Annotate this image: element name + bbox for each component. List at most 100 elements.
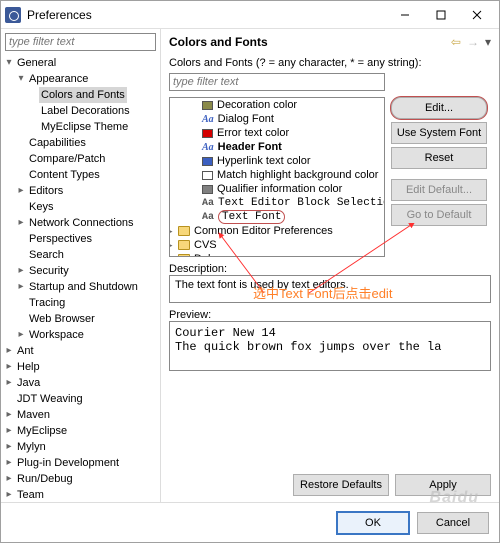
list-item[interactable]: ▸CVS: [170, 238, 384, 252]
sidebar-item-tracing[interactable]: Tracing: [3, 295, 160, 311]
sidebar-item-general[interactable]: ▾General: [3, 55, 160, 71]
sidebar-item-help[interactable]: ▸Help: [3, 359, 160, 375]
sidebar-item-myeclipse-theme[interactable]: MyEclipse Theme: [3, 119, 160, 135]
sidebar-item-content-types[interactable]: Content Types: [3, 167, 160, 183]
list-item[interactable]: Aa Text Font: [170, 210, 384, 224]
content-pane: Colors and Fonts ⇦ → ▾ Colors and Fonts …: [161, 29, 499, 502]
sidebar-item-label-decorations[interactable]: Label Decorations: [3, 103, 160, 119]
sidebar-item-colors-and-fonts[interactable]: Colors and Fonts: [3, 87, 160, 103]
list-item-label: Common Editor Preferences: [194, 225, 333, 237]
maximize-button[interactable]: [423, 1, 459, 29]
reset-button[interactable]: Reset: [391, 147, 487, 169]
list-item[interactable]: AaHeader Font: [170, 140, 384, 154]
sidebar-item-web-browser[interactable]: Web Browser: [3, 311, 160, 327]
expand-icon: ▾: [3, 55, 15, 71]
list-item[interactable]: Hyperlink text color: [170, 154, 384, 168]
sidebar-tree[interactable]: ▾General▾AppearanceColors and FontsLabel…: [1, 55, 160, 502]
apply-button[interactable]: Apply: [395, 474, 491, 496]
folder-icon: [178, 240, 190, 250]
list-item[interactable]: Aa Dialog Font: [170, 112, 384, 126]
sidebar-item-capabilities[interactable]: Capabilities: [3, 135, 160, 151]
sidebar-item-label: Help: [15, 359, 42, 375]
forward-icon[interactable]: →: [467, 35, 479, 49]
sidebar-item-editors[interactable]: ▸Editors: [3, 183, 160, 199]
ok-button[interactable]: OK: [337, 512, 409, 534]
expand-icon: ▸: [15, 263, 27, 279]
sidebar-item-ant[interactable]: ▸Ant: [3, 343, 160, 359]
minimize-button[interactable]: [387, 1, 423, 29]
font-icon: Aa: [202, 114, 214, 125]
description-box: The text font is used by text editors.: [169, 275, 491, 303]
expand-icon: ▸: [3, 471, 15, 487]
go-to-default-button: Go to Default: [391, 204, 487, 226]
expand-icon: ▸: [15, 327, 27, 343]
sidebar-item-label: Editors: [27, 183, 65, 199]
expand-icon: ▸: [15, 183, 27, 199]
sidebar-item-keys[interactable]: Keys: [3, 199, 160, 215]
content-filter-input[interactable]: [169, 73, 385, 91]
sidebar-item-startup-and-shutdown[interactable]: ▸Startup and Shutdown: [3, 279, 160, 295]
expand-icon: ▸: [3, 407, 15, 423]
sidebar-item-label: Label Decorations: [39, 103, 132, 119]
sidebar-item-network-connections[interactable]: ▸Network Connections: [3, 215, 160, 231]
expand-icon: ▸: [169, 226, 178, 237]
sidebar-filter-input[interactable]: [5, 33, 156, 51]
list-item[interactable]: Match highlight background color: [170, 168, 384, 182]
list-item[interactable]: Qualifier information color: [170, 182, 384, 196]
expand-icon: ▸: [3, 439, 15, 455]
sidebar-item-label: Java: [15, 375, 42, 391]
font-icon: Aa: [202, 212, 214, 223]
sidebar-item-label: Startup and Shutdown: [27, 279, 140, 295]
list-item-label: Debug: [194, 253, 226, 257]
restore-defaults-button[interactable]: Restore Defaults: [293, 474, 389, 496]
sidebar-item-label: Appearance: [27, 71, 90, 87]
sidebar-item-label: Search: [27, 247, 66, 263]
sidebar-item-label: MyEclipse: [15, 423, 69, 439]
sidebar-item-label: Mylyn: [15, 439, 48, 455]
close-button[interactable]: [459, 1, 495, 29]
sidebar-item-security[interactable]: ▸Security: [3, 263, 160, 279]
sidebar-item-label: Colors and Fonts: [39, 87, 127, 103]
sidebar: ▾General▾AppearanceColors and FontsLabel…: [1, 29, 161, 502]
list-item-label: Text Font: [218, 210, 285, 224]
sidebar-item-jdt-weaving[interactable]: JDT Weaving: [3, 391, 160, 407]
sidebar-item-label: Compare/Patch: [27, 151, 107, 167]
sidebar-item-compare-patch[interactable]: Compare/Patch: [3, 151, 160, 167]
folder-icon: [178, 226, 190, 236]
dropdown-icon[interactable]: ▾: [485, 35, 491, 49]
use-system-font-button[interactable]: Use System Font: [391, 122, 487, 144]
edit-button[interactable]: Edit...: [391, 97, 487, 119]
colors-fonts-list[interactable]: Decoration color Aa Dialog FontError text …: [169, 97, 385, 257]
expand-icon: ▸: [3, 455, 15, 471]
sidebar-item-perspectives[interactable]: Perspectives: [3, 231, 160, 247]
button-column: Edit... Use System Font Reset Edit Defau…: [391, 97, 487, 257]
list-item[interactable]: ▸ Common Editor Preferences: [170, 224, 384, 238]
sidebar-item-workspace[interactable]: ▸Workspace: [3, 327, 160, 343]
list-item[interactable]: AaText Editor Block Selection Font: [170, 196, 384, 210]
sidebar-item-label: Perspectives: [27, 231, 94, 247]
sidebar-item-maven[interactable]: ▸Maven: [3, 407, 160, 423]
font-icon: Aa: [202, 142, 214, 153]
sidebar-item-myeclipse[interactable]: ▸MyEclipse: [3, 423, 160, 439]
list-item[interactable]: Error text color: [170, 126, 384, 140]
expand-icon: ▸: [3, 487, 15, 502]
sidebar-item-run-debug[interactable]: ▸Run/Debug: [3, 471, 160, 487]
page-title: Colors and Fonts: [169, 35, 451, 49]
preview-box: Courier New 14 The quick brown fox jumps…: [169, 321, 491, 371]
sidebar-item-search[interactable]: Search: [3, 247, 160, 263]
sidebar-item-label: Keys: [27, 199, 55, 215]
sidebar-item-plug-in-development[interactable]: ▸Plug-in Development: [3, 455, 160, 471]
cancel-button[interactable]: Cancel: [417, 512, 489, 534]
back-icon[interactable]: ⇦: [451, 35, 461, 49]
sidebar-item-label: Team: [15, 487, 46, 502]
list-item[interactable]: ▸Debug: [170, 252, 384, 257]
description-label: Description:: [169, 263, 491, 275]
sidebar-item-team[interactable]: ▸Team: [3, 487, 160, 502]
list-item-label: Dialog Font: [218, 113, 274, 125]
sidebar-item-java[interactable]: ▸Java: [3, 375, 160, 391]
sidebar-item-mylyn[interactable]: ▸Mylyn: [3, 439, 160, 455]
sidebar-item-appearance[interactable]: ▾Appearance: [3, 71, 160, 87]
app-icon: [5, 7, 21, 23]
list-item[interactable]: Decoration color: [170, 98, 384, 112]
sidebar-item-label: Tracing: [27, 295, 67, 311]
